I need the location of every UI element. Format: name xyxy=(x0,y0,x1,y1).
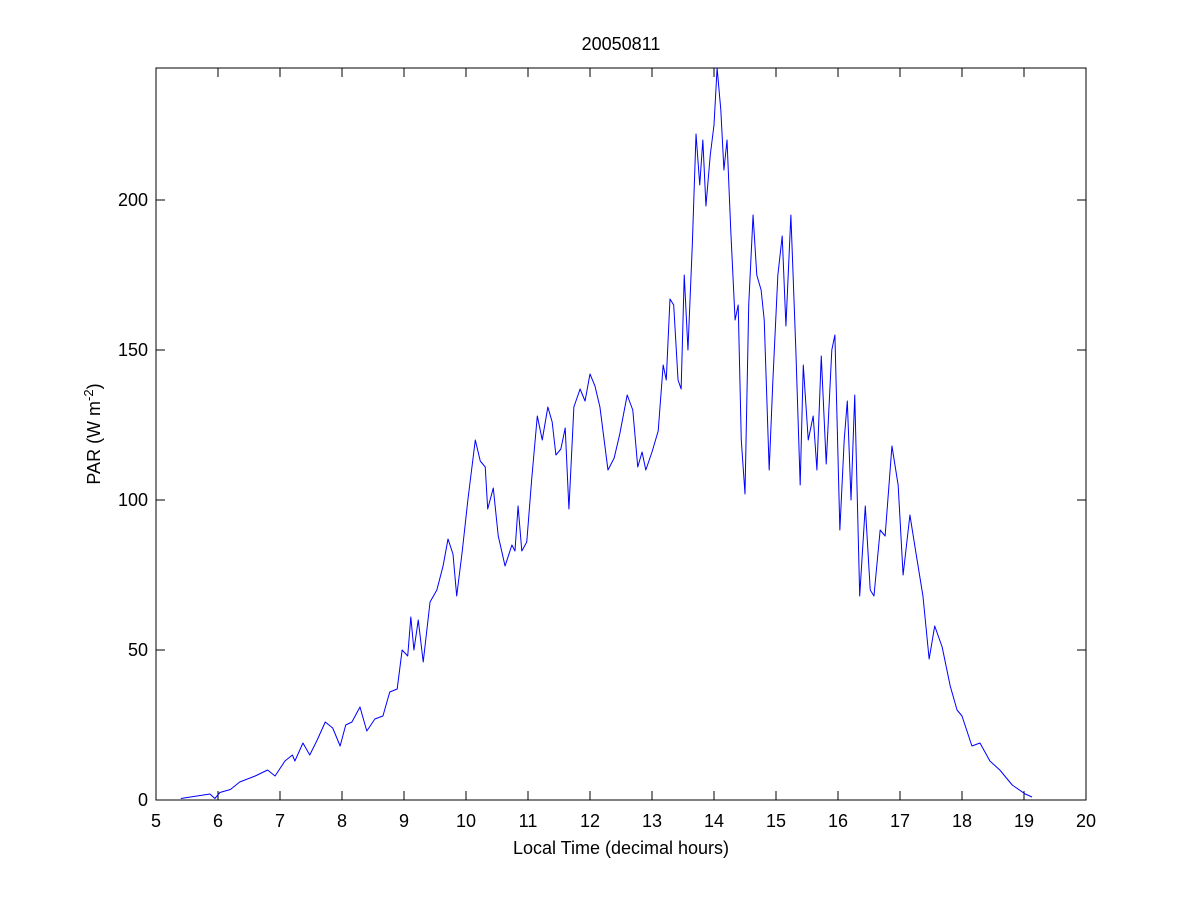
x-tick-label: 17 xyxy=(890,811,910,831)
x-tick-label: 11 xyxy=(519,811,538,831)
y-axis-label-suffix: ) xyxy=(84,383,104,389)
data-line xyxy=(180,67,1033,799)
y-axis-label-sup: -2 xyxy=(81,389,96,401)
x-tick-label: 8 xyxy=(337,811,347,831)
x-tick-label: 16 xyxy=(828,811,848,831)
x-tick-label: 5 xyxy=(151,811,161,831)
x-tick-label: 15 xyxy=(766,811,786,831)
x-tick-label: 20 xyxy=(1076,811,1096,831)
plot-box xyxy=(155,67,1087,801)
y-axis-label-text: PAR (W m xyxy=(84,401,104,485)
y-tick-label: 100 xyxy=(118,490,148,510)
y-tick-label: 150 xyxy=(118,340,148,360)
y-tick-label: 200 xyxy=(118,190,148,210)
chart-title: 20050811 xyxy=(582,34,661,54)
x-tick-label: 13 xyxy=(642,811,662,831)
y-axis-label: PAR (W m-2) xyxy=(81,383,104,484)
x-tick-label: 12 xyxy=(580,811,600,831)
x-tick-label: 10 xyxy=(456,811,476,831)
x-tick-label: 9 xyxy=(399,811,409,831)
x-tick-label: 18 xyxy=(952,811,972,831)
x-tick-label: 14 xyxy=(704,811,724,831)
x-tick-label: 6 xyxy=(213,811,223,831)
y-tick-label: 0 xyxy=(138,790,148,810)
x-tick-label: 7 xyxy=(275,811,285,831)
x-tick-label: 19 xyxy=(1014,811,1034,831)
x-axis-label: Local Time (decimal hours) xyxy=(513,838,729,858)
y-tick-label: 50 xyxy=(128,640,148,660)
